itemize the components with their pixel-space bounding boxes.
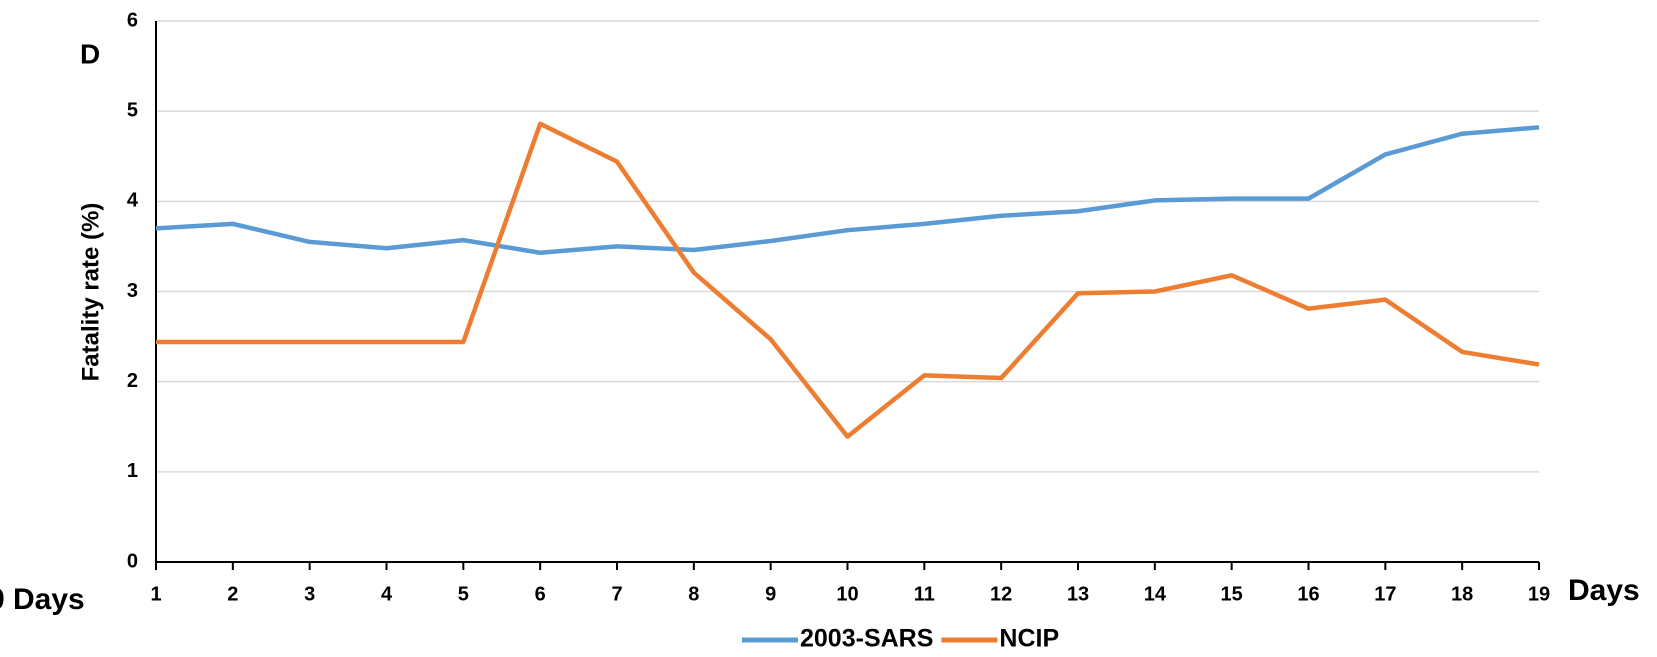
y-tick-label: 5 — [127, 99, 138, 121]
x-tick-label: 16 — [1297, 583, 1319, 605]
x-tick-label: 2 — [227, 583, 238, 605]
x-tick-label: 3 — [304, 583, 315, 605]
x-tick-label: 9 — [765, 583, 776, 605]
legend-label: 2003-SARS — [800, 625, 933, 653]
series-line — [155, 125, 1540, 255]
series-line — [156, 121, 1540, 439]
x-tick-label: 6 — [535, 583, 546, 605]
y-tick-label: 6 — [127, 9, 138, 31]
x-tick-label: 10 — [836, 583, 858, 605]
x-tick-label: 7 — [611, 583, 622, 605]
x-tick-label: 12 — [990, 583, 1012, 605]
y-axis-label: Fatality rate (%) — [77, 203, 104, 382]
x-tick-label: 14 — [1144, 583, 1167, 605]
y-tick-label: 2 — [127, 370, 138, 392]
panel-label: D — [80, 38, 100, 69]
y-tick-label: 4 — [127, 190, 139, 212]
x-tick-label: 8 — [688, 583, 699, 605]
y-tick-label: 3 — [127, 280, 138, 302]
x-tick-label: 15 — [1221, 583, 1243, 605]
x-tick-label: 1 — [150, 583, 161, 605]
legend-label: NCIP — [999, 625, 1059, 653]
x-tick-label: 19 — [1528, 583, 1550, 605]
cropped-label: 9 Days — [0, 583, 85, 616]
x-tick-label: 5 — [458, 583, 469, 605]
x-tick-label: 11 — [914, 583, 935, 605]
y-tick-label: 0 — [127, 550, 138, 572]
x-tick-label: 4 — [381, 583, 393, 605]
x-axis-label: Days — [1568, 574, 1640, 607]
x-tick-label: 13 — [1067, 583, 1089, 605]
x-tick-label: 17 — [1374, 583, 1396, 605]
y-tick-label: 1 — [127, 460, 138, 482]
x-tick-label: 18 — [1451, 583, 1473, 605]
